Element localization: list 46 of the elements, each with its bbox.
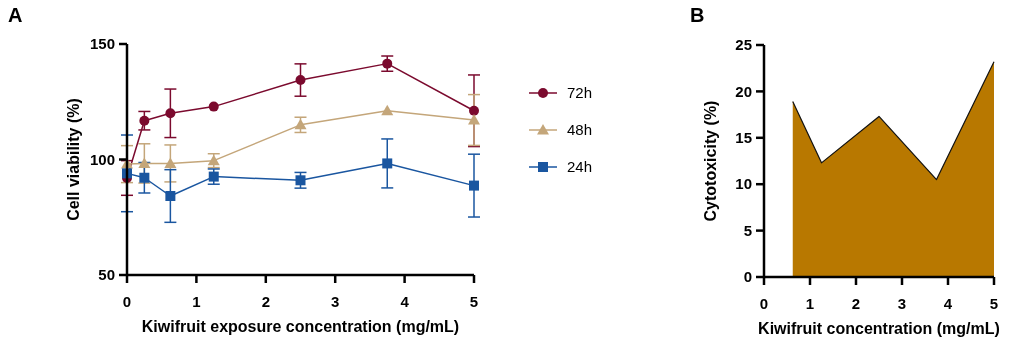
x-tick-label: 1 — [805, 295, 815, 312]
x-tick-label: 2 — [851, 295, 861, 312]
point — [382, 58, 393, 69]
point — [139, 172, 150, 183]
text: B — [690, 4, 705, 26]
x-tick-label: 5 — [989, 295, 999, 312]
y-tick-label: 5 — [743, 221, 752, 239]
legend-label: 48h — [567, 121, 593, 139]
x-tick-label: 4 — [943, 295, 953, 312]
y-axis-title: Cytotoxicity (%) — [702, 100, 719, 222]
point — [208, 171, 219, 182]
x-tick-label: 0 — [759, 295, 769, 312]
point — [295, 75, 306, 86]
y-tick-label: 100 — [89, 150, 115, 168]
x-tick-label: 3 — [897, 295, 907, 312]
x-tick-label: 1 — [192, 293, 201, 310]
x-tick-label: 5 — [469, 293, 479, 310]
point — [381, 104, 394, 116]
point — [207, 154, 220, 166]
y-tick-label: 150 — [89, 35, 115, 53]
x-tick-label: 4 — [400, 293, 410, 310]
x-tick-label: 2 — [261, 293, 270, 310]
y-axis-title: Cell viability (%) — [65, 98, 82, 221]
y-tick-label: 20 — [735, 82, 752, 100]
y-tick-label: 10 — [735, 175, 752, 193]
x-axis-title: Kiwifruit exposure concentration (mg/mL) — [141, 318, 460, 335]
y-tick-label: 15 — [735, 129, 752, 147]
legend-label: 24h — [567, 158, 593, 176]
point — [469, 180, 479, 191]
point — [295, 175, 306, 186]
text: A — [8, 4, 23, 26]
point — [138, 157, 151, 168]
point — [165, 108, 176, 119]
point — [208, 101, 219, 112]
point — [469, 105, 479, 116]
point — [139, 115, 150, 126]
y-tick-label: 25 — [735, 36, 752, 54]
point — [382, 158, 393, 169]
y-tick-label: 50 — [98, 266, 115, 284]
x-axis-title: Kiwifruit concentration (mg/mL) — [758, 320, 1000, 337]
point — [164, 157, 177, 168]
legend-label: 72h — [567, 84, 593, 102]
y-tick-label: 0 — [743, 268, 752, 286]
x-tick-label: 0 — [122, 293, 132, 310]
point — [165, 191, 176, 201]
x-tick-label: 3 — [331, 293, 340, 310]
